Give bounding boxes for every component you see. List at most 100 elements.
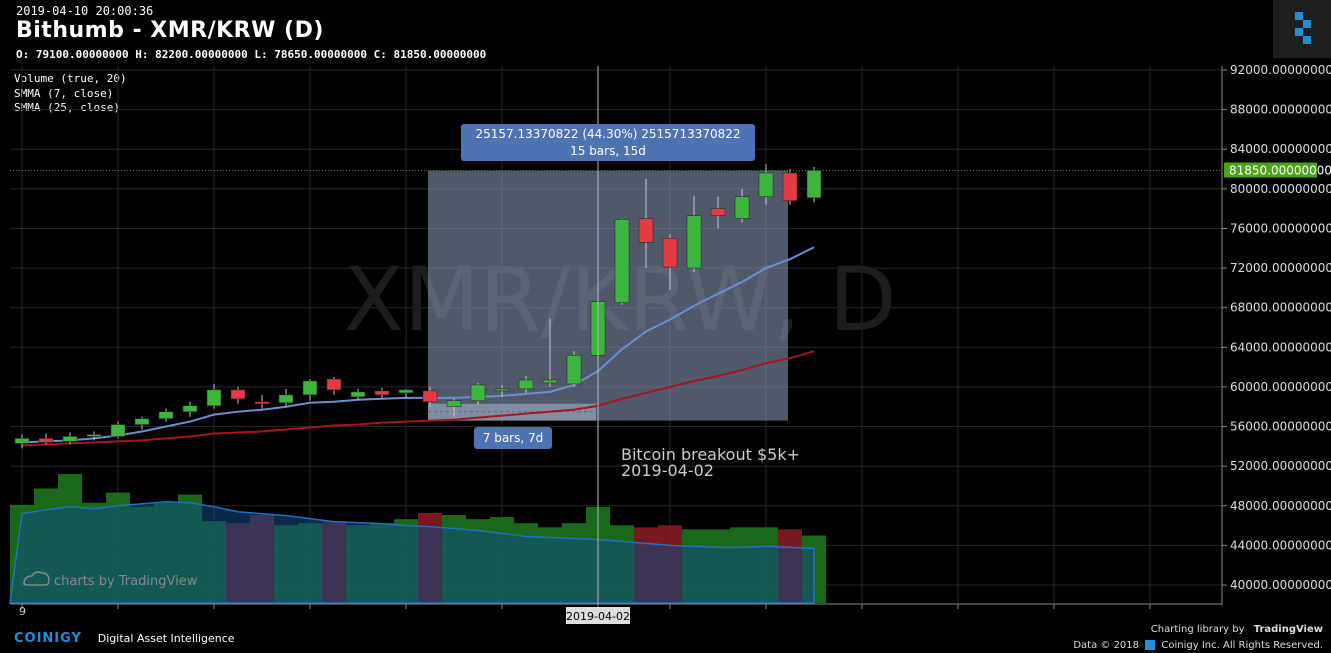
candle (374, 387, 390, 398)
tradingview-link[interactable]: TradingView (1253, 624, 1323, 635)
time-axis-first-label: 9 (19, 605, 26, 618)
price-tick-label: 80000.00000000 (1230, 182, 1331, 196)
ohlc-readout: O: 79100.00000000 H: 82200.00000000 L: 7… (16, 48, 487, 61)
candle (86, 431, 102, 441)
candle (326, 377, 342, 395)
candle (422, 386, 438, 407)
price-tick-label: 76000.00000000 (1230, 221, 1331, 235)
candle (782, 169, 798, 205)
candle-body (86, 434, 102, 437)
annotation-line1: Bitcoin breakout $5k+ (621, 445, 800, 464)
candle-body (614, 219, 630, 303)
price-axis[interactable]: 92000.00000000 88000.00000000 84000.000000… (1221, 63, 1331, 605)
candle (350, 388, 366, 400)
price-tick-label: 64000.00000000 (1230, 340, 1331, 354)
candle (254, 394, 270, 409)
candle (614, 218, 630, 305)
candle-body (350, 391, 366, 398)
indicator-smma25[interactable]: SMMA (25, close) (14, 101, 120, 114)
time-axis[interactable] (10, 603, 1222, 609)
indicator-smma7[interactable]: SMMA (7, close) (14, 87, 114, 100)
smma25-line (21, 350, 815, 447)
candle (14, 434, 30, 449)
candle-body (446, 400, 462, 407)
price-tick-label: 44000.00000000 (1230, 538, 1331, 552)
coinigy-icon (1295, 12, 1311, 44)
price-tick-label: 72000.00000000 (1230, 261, 1331, 275)
candle (518, 376, 534, 393)
measure-label-value: 25157.13370822 (44.30%) 2515713370822 (475, 127, 740, 141)
candle-body (470, 384, 486, 402)
timestamp: 2019-04-10 20:00:36 (16, 4, 154, 18)
candle-body (206, 389, 222, 406)
tradingview-cloud-icon (23, 571, 50, 586)
candle-body (374, 390, 390, 396)
candle-body (158, 411, 174, 419)
candle-body (542, 379, 558, 384)
measure-label-top: 25157.13370822 (44.30%) 2515713370822 15… (461, 124, 755, 161)
candle (158, 408, 174, 422)
price-tick-label: 52000.00000000 (1230, 459, 1331, 473)
candle-body (254, 401, 270, 405)
candle-body (62, 436, 78, 442)
candle-body (734, 196, 750, 219)
candle-body (638, 218, 654, 243)
candle (134, 416, 150, 430)
coinigy-mini-icon (1145, 640, 1156, 650)
candle (494, 384, 510, 397)
candle (638, 178, 654, 269)
candle-body (134, 418, 150, 425)
last-price-value: 81850.00000000 (1229, 164, 1331, 178)
tradingview-watermark: charts by TradingView (54, 574, 198, 589)
candle (470, 382, 486, 405)
crosshair-date-label: 2019-04-02 (566, 607, 630, 624)
candle-body (782, 172, 798, 201)
coinigy-logo-button[interactable] (1273, 0, 1331, 58)
candle (110, 421, 126, 439)
footer-brand[interactable]: COINIGY Digital Asset Intelligence (14, 631, 235, 646)
candle (206, 383, 222, 409)
candle-body (398, 389, 414, 394)
candle-body (182, 405, 198, 412)
candle (62, 432, 78, 445)
price-tick-label: 60000.00000000 (1230, 380, 1331, 394)
candle-body (710, 208, 726, 216)
measure-box (428, 170, 788, 421)
candle (734, 188, 750, 223)
coinigy-tagline: Digital Asset Intelligence (97, 632, 235, 645)
price-tick-label: 92000.00000000 (1230, 63, 1331, 77)
candle (38, 433, 54, 445)
candle-body (518, 379, 534, 390)
candle (542, 318, 558, 387)
price-tick-label: 48000.00000000 (1230, 499, 1331, 513)
smma7-line (21, 246, 815, 444)
price-tick-label: 88000.00000000 (1230, 103, 1331, 117)
charting-by-label: Charting library by (1150, 624, 1245, 635)
last-price-label: 81850.00000000 (1224, 162, 1331, 178)
copyright: Data © 2018 Coinigy Inc. All Rights Rese… (1073, 640, 1323, 651)
candle-body (686, 215, 702, 269)
candle-body (566, 354, 582, 385)
annotation-line2: 2019-04-02 (621, 461, 714, 480)
measure-label-bottom-text: 7 bars, 7d (483, 431, 544, 445)
candle (686, 195, 702, 273)
crosshair-date-text: 2019-04-02 (566, 610, 630, 623)
chart-title: Bithumb - XMR/KRW (D) (16, 18, 324, 43)
candle-body (806, 170, 822, 199)
copyright-company: Coinigy Inc. All Rights Reserved. (1161, 640, 1323, 651)
charting-credit[interactable]: Charting library by TradingView (1151, 624, 1323, 635)
indicator-volume[interactable]: Volume (true, 20) (14, 72, 127, 85)
price-tick-label: 84000.00000000 (1230, 142, 1331, 156)
coinigy-brand[interactable]: COINIGY (14, 631, 82, 646)
candle (662, 234, 678, 290)
measure-label-bottom: 7 bars, 7d (474, 427, 552, 449)
candle-body (326, 378, 342, 391)
candle (302, 379, 318, 401)
candle (278, 388, 294, 407)
candle-body (758, 172, 774, 198)
candle (710, 196, 726, 229)
candle-body (662, 238, 678, 268)
candle-body (278, 394, 294, 404)
candle-body (110, 424, 126, 437)
